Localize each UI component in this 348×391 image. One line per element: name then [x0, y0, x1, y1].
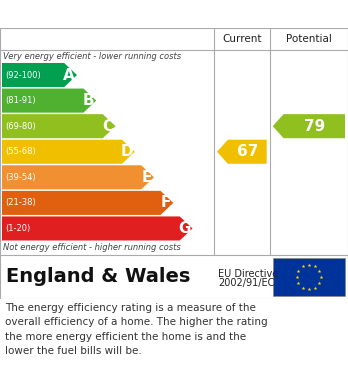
Polygon shape	[2, 140, 135, 164]
Text: Not energy efficient - higher running costs: Not energy efficient - higher running co…	[3, 243, 181, 252]
Polygon shape	[2, 89, 96, 113]
Text: (55-68): (55-68)	[5, 147, 36, 156]
Polygon shape	[273, 114, 345, 138]
Text: F: F	[161, 196, 171, 210]
Text: (1-20): (1-20)	[5, 224, 30, 233]
Text: England & Wales: England & Wales	[6, 267, 190, 287]
Text: G: G	[178, 221, 191, 236]
Polygon shape	[2, 165, 154, 189]
Polygon shape	[217, 140, 267, 164]
Polygon shape	[2, 114, 116, 138]
Text: Current: Current	[222, 34, 262, 44]
Text: E: E	[142, 170, 152, 185]
Polygon shape	[2, 63, 77, 87]
Text: (92-100): (92-100)	[5, 70, 41, 79]
Text: (39-54): (39-54)	[5, 173, 35, 182]
Text: Potential: Potential	[286, 34, 332, 44]
Polygon shape	[2, 191, 173, 215]
Text: Energy Efficiency Rating: Energy Efficiency Rating	[60, 5, 288, 23]
Text: 67: 67	[237, 144, 258, 159]
Text: A: A	[63, 68, 75, 83]
Text: (69-80): (69-80)	[5, 122, 36, 131]
Text: (21-38): (21-38)	[5, 198, 36, 207]
Text: C: C	[102, 119, 113, 134]
Text: Very energy efficient - lower running costs: Very energy efficient - lower running co…	[3, 52, 181, 61]
Text: The energy efficiency rating is a measure of the
overall efficiency of a home. T: The energy efficiency rating is a measur…	[5, 303, 268, 356]
Text: 79: 79	[304, 119, 325, 134]
Bar	[273, 258, 345, 296]
Text: (81-91): (81-91)	[5, 96, 35, 105]
Text: 2002/91/EC: 2002/91/EC	[218, 278, 274, 288]
Text: B: B	[82, 93, 94, 108]
Text: D: D	[120, 144, 133, 159]
Text: EU Directive: EU Directive	[218, 269, 278, 279]
Polygon shape	[2, 217, 192, 240]
